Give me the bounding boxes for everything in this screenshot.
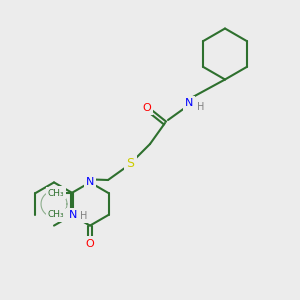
Text: CH₃: CH₃ xyxy=(48,189,64,198)
Text: S: S xyxy=(127,157,134,170)
Text: CH₃: CH₃ xyxy=(48,210,64,219)
Text: N: N xyxy=(86,177,94,188)
Text: H: H xyxy=(197,101,204,112)
Text: O: O xyxy=(53,188,62,198)
Text: O: O xyxy=(142,103,152,113)
Text: N: N xyxy=(69,210,77,220)
Text: O: O xyxy=(53,210,62,220)
Text: O: O xyxy=(85,238,94,249)
Text: N: N xyxy=(185,98,193,109)
Text: H: H xyxy=(80,211,88,221)
